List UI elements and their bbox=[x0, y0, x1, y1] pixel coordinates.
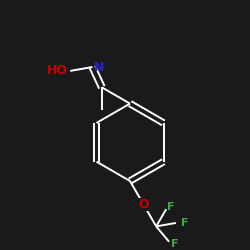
Text: N: N bbox=[94, 60, 104, 74]
Text: F: F bbox=[181, 218, 188, 228]
Text: O: O bbox=[138, 198, 149, 211]
Text: HO: HO bbox=[47, 64, 68, 78]
Text: F: F bbox=[168, 202, 175, 212]
Text: F: F bbox=[171, 238, 178, 248]
